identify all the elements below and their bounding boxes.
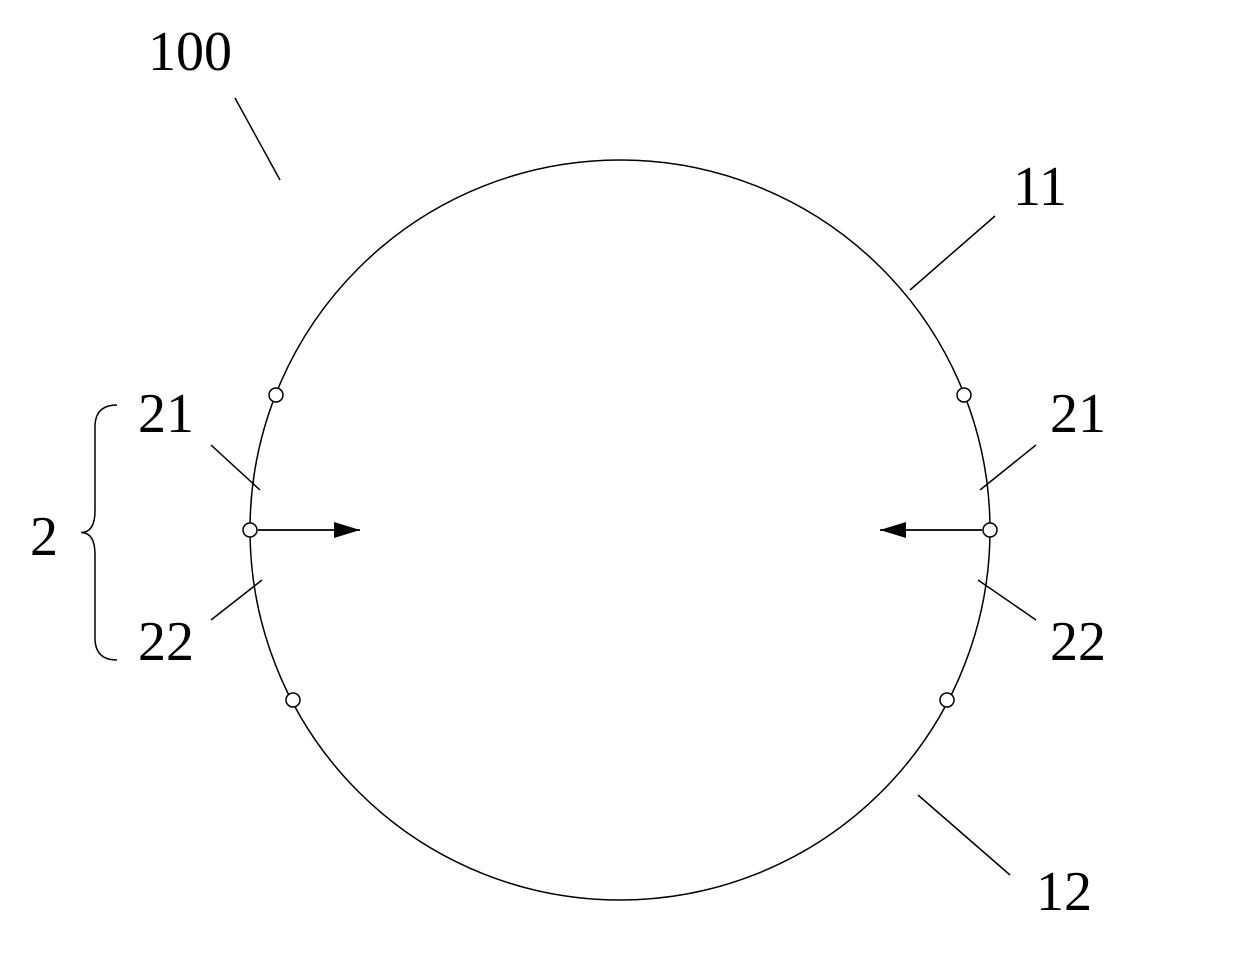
joint-node xyxy=(940,693,954,707)
lbl-22L: 22 xyxy=(138,611,194,673)
lead-21L xyxy=(211,445,260,490)
main-circle xyxy=(250,160,990,900)
lbl-12: 12 xyxy=(1036,861,1092,923)
lbl-11: 11 xyxy=(1013,156,1067,218)
diagram-canvas: 100 11 12 2 21 22 21 22 xyxy=(0,0,1240,962)
joint-node xyxy=(243,523,257,537)
joint-node xyxy=(983,523,997,537)
joint-node xyxy=(269,388,283,402)
lead-11 xyxy=(910,216,995,290)
brace-left xyxy=(81,405,117,660)
lbl-21R: 21 xyxy=(1050,383,1106,445)
lbl-100: 100 xyxy=(148,21,232,83)
lead-21R xyxy=(980,445,1036,490)
lead-22R xyxy=(978,580,1036,620)
joint-node xyxy=(957,388,971,402)
lbl-2: 2 xyxy=(30,506,58,568)
lead-22L xyxy=(211,580,262,620)
lbl-21L: 21 xyxy=(138,383,194,445)
lead-12 xyxy=(918,795,1010,875)
joint-node xyxy=(286,693,300,707)
lead-100 xyxy=(235,98,280,180)
lbl-22R: 22 xyxy=(1050,611,1106,673)
